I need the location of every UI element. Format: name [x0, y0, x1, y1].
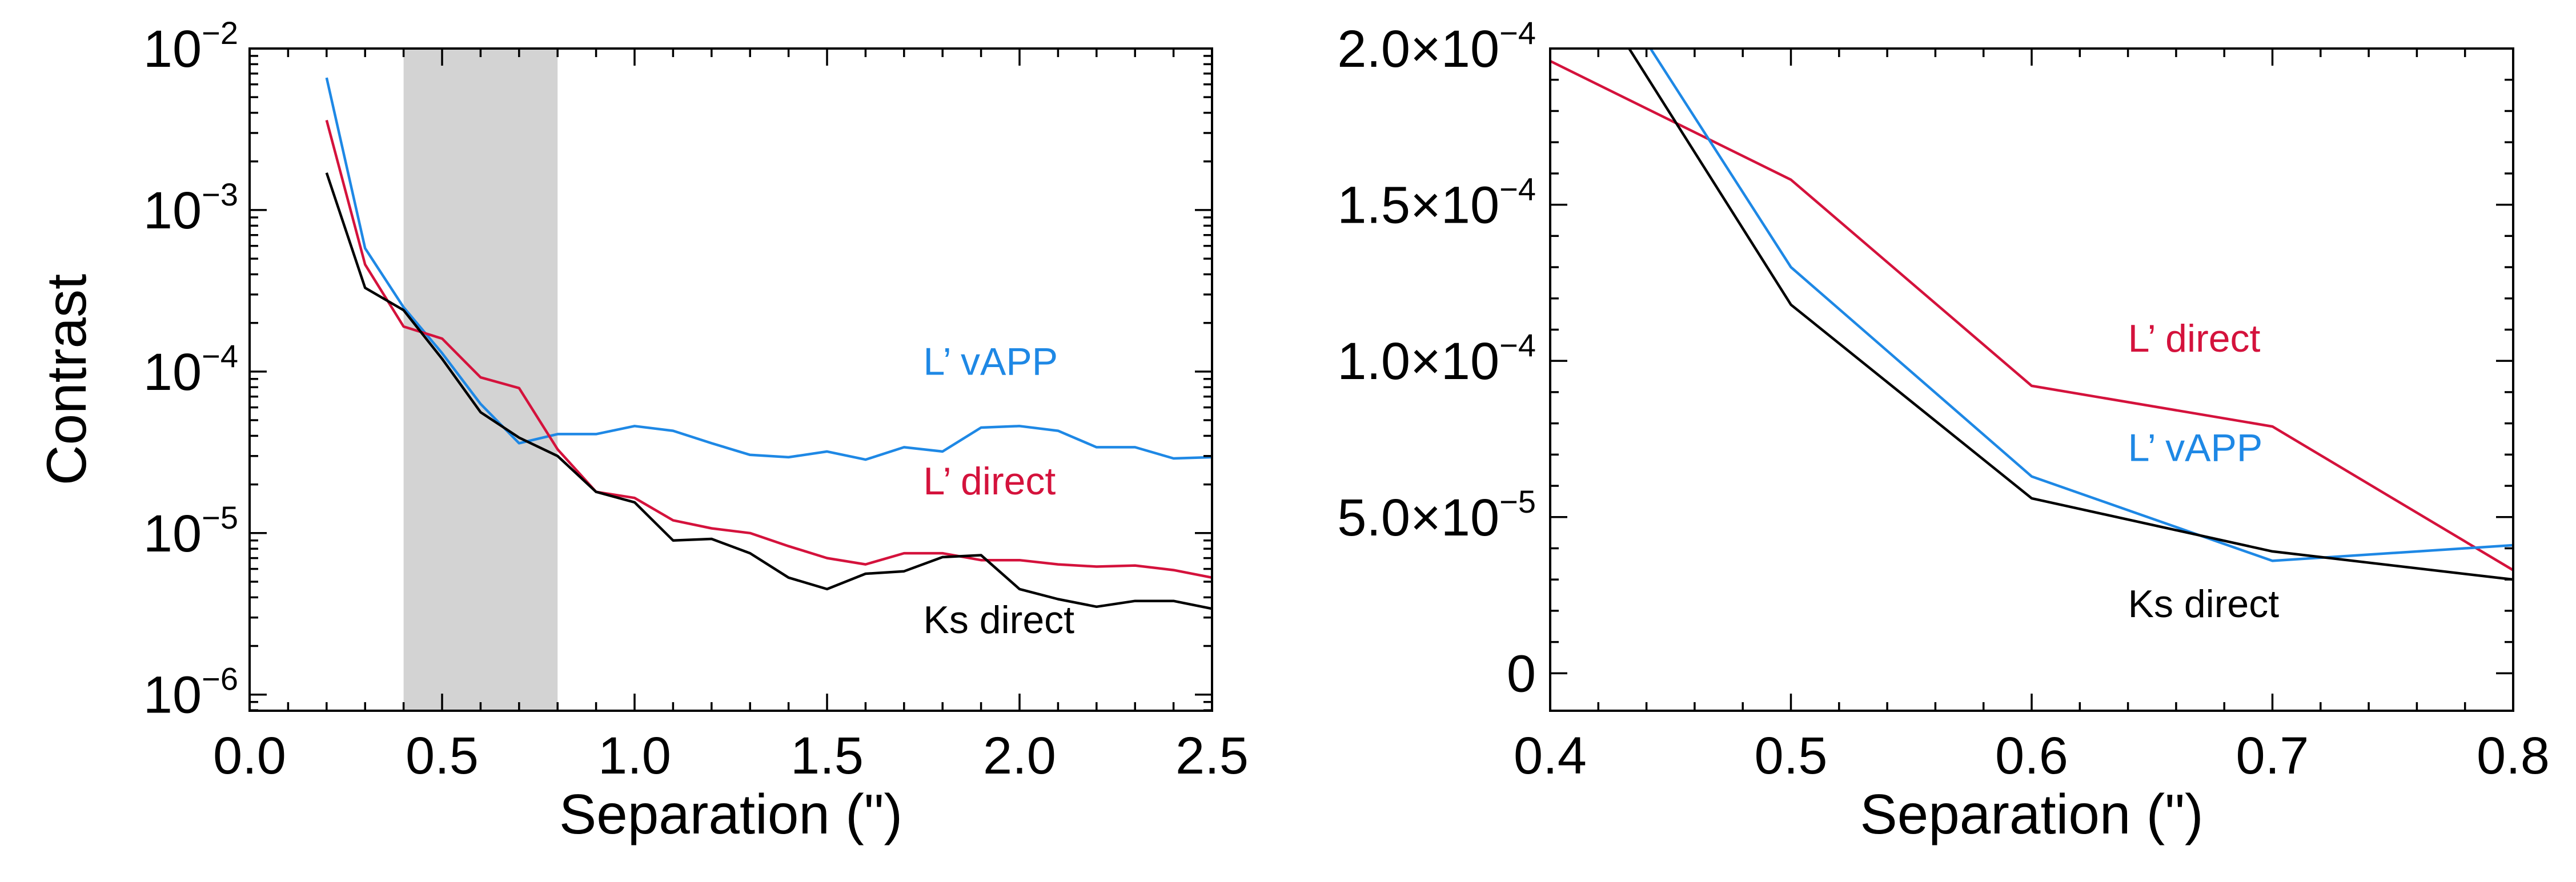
series-line-ks-direct [325, 172, 1212, 610]
y-tick-label: 2.0×10−4 [1337, 15, 1536, 78]
y-tick-label: 10−6 [143, 661, 238, 724]
x-tick-label: 0.0 [213, 727, 286, 785]
series-line-l-direct [325, 119, 1212, 579]
x-tick-label: 1.0 [598, 727, 671, 785]
y-tick-label: 10−5 [143, 500, 238, 563]
y-axis-title: Contrast [35, 274, 98, 485]
x-tick-label: 0.8 [2477, 727, 2550, 785]
series-label-l-vapp: L’ vAPP [924, 340, 1058, 384]
shaded-region [403, 49, 558, 711]
y-tick-label: 1.0×10−4 [1337, 327, 1536, 390]
left-contrast-curve-panel: 0.0 0.5 1.0 1.5 2.0 2.5 10−2 10−3 10−4 10−5 10−6 Se… [35, 15, 1249, 845]
series-line-l-vapp [1648, 49, 2513, 562]
x-tick-label: 0.6 [1995, 727, 2068, 785]
series-line-l-vapp [325, 77, 1212, 461]
x-tick-label: 0.4 [1514, 727, 1587, 785]
y-tick-label: 10−4 [143, 338, 238, 401]
x-tick-label: 0.5 [406, 727, 479, 785]
x-axis-title: Separation (") [559, 783, 902, 845]
series-label-ks-direct: Ks direct [924, 598, 1075, 642]
x-tick-label: 0.7 [2236, 727, 2309, 785]
series-line-ks-direct [1627, 49, 2513, 581]
y-tick-label: 0 [1507, 645, 1536, 703]
series-label-l-vapp: L’ vAPP [2128, 426, 2263, 469]
y-tick-label: 5.0×10−5 [1337, 484, 1536, 547]
right-zoom-contrast-panel: 0.4 0.5 0.6 0.7 0.8 2.0×10−4 1.5×10−4 1.0×10−4 5… [1337, 15, 2550, 845]
series-label-l-direct: L’ direct [2128, 317, 2261, 360]
y-tick-label: 1.5×10−4 [1337, 171, 1536, 235]
y-tick-label: 10−2 [143, 15, 238, 78]
x-axis-title: Separation (") [1860, 783, 2203, 845]
series-group [325, 77, 1212, 610]
series-label-ks-direct: Ks direct [2128, 582, 2280, 626]
x-tick-label: 1.5 [791, 727, 864, 785]
x-tick-label: 2.5 [1175, 727, 1249, 785]
x-tick-label: 2.0 [983, 727, 1056, 785]
x-tick-label: 0.5 [1755, 727, 1828, 785]
series-line-l-direct [1550, 59, 2513, 571]
series-label-l-direct: L’ direct [924, 460, 1056, 503]
y-tick-label: 10−3 [143, 176, 238, 240]
plot-frame [1549, 47, 2514, 712]
series-group [1550, 49, 2513, 581]
